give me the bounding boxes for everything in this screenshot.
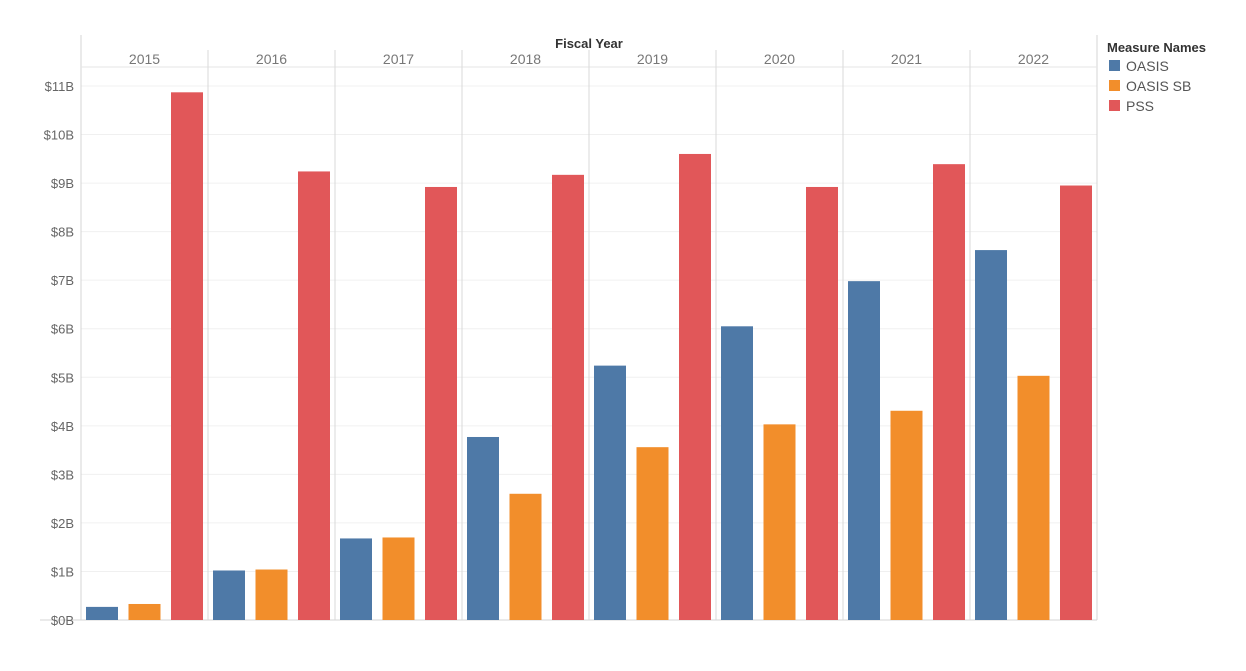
legend-items: OASIS OASIS SB PSS (1109, 58, 1191, 114)
bar-oasis[interactable] (975, 250, 1007, 621)
year-label: 2018 (510, 51, 541, 67)
bars (86, 92, 1092, 621)
legend-label: PSS (1126, 98, 1154, 114)
y-tick-label: $7B (51, 273, 74, 288)
bar-oasis-sb[interactable] (890, 410, 923, 620)
legend-swatch (1109, 100, 1120, 111)
legend-item[interactable]: PSS (1109, 98, 1154, 114)
bar-pss[interactable] (933, 164, 965, 620)
legend: Measure Names OASIS OASIS SB PSS (1107, 40, 1206, 114)
y-tick-label: $0B (51, 613, 74, 628)
y-tick-label: $4B (51, 419, 74, 434)
bar-oasis-sb[interactable] (636, 447, 669, 620)
bar-oasis[interactable] (848, 281, 880, 620)
legend-label: OASIS (1126, 58, 1169, 74)
bar-pss[interactable] (806, 186, 838, 620)
year-label: 2016 (256, 51, 287, 67)
y-tick-label: $3B (51, 467, 74, 482)
year-label: 2022 (1018, 51, 1049, 67)
y-tick-label: $11B (45, 79, 74, 94)
panel-dividers (40, 35, 1098, 621)
year-header-labels: 2015 2016 2017 2018 2019 2020 2021 2022 (129, 51, 1049, 67)
y-tick-label: $9B (51, 176, 74, 191)
y-tick-label: $2B (51, 516, 74, 531)
bar-oasis-sb[interactable] (1017, 375, 1050, 620)
bar-oasis-sb[interactable] (509, 493, 542, 620)
bar-oasis-sb[interactable] (255, 569, 288, 620)
y-tick-label: $6B (51, 322, 74, 337)
y-tick-label: $5B (51, 370, 74, 385)
y-tick-label: $10B (44, 128, 74, 143)
bar-oasis[interactable] (86, 606, 118, 620)
legend-label: OASIS SB (1126, 78, 1191, 94)
year-label: 2021 (891, 51, 922, 67)
y-axis: $0B $1B $2B $3B $4B $5B $6B $7B $8B $9B $10B $11B (44, 79, 74, 628)
bar-oasis[interactable] (467, 436, 499, 620)
bar-pss[interactable] (552, 174, 584, 620)
bar-pss[interactable] (679, 153, 711, 621)
year-label: 2017 (383, 51, 414, 67)
bar-pss[interactable] (298, 171, 330, 620)
legend-title: Measure Names (1107, 40, 1206, 55)
y-tick-label: $8B (51, 225, 74, 240)
legend-swatch (1109, 80, 1120, 91)
legend-swatch (1109, 60, 1120, 71)
bar-oasis[interactable] (721, 326, 753, 620)
bar-oasis-sb[interactable] (382, 537, 415, 620)
column-header-title: Fiscal Year (555, 36, 623, 51)
bar-oasis[interactable] (594, 365, 626, 620)
bar-pss[interactable] (425, 186, 457, 620)
bar-oasis-sb[interactable] (128, 603, 161, 620)
bar-oasis[interactable] (213, 570, 245, 620)
y-tick-label: $1B (51, 564, 74, 579)
year-label: 2019 (637, 51, 668, 67)
year-label: 2020 (764, 51, 795, 67)
bar-oasis[interactable] (340, 538, 372, 620)
bar-pss[interactable] (171, 92, 203, 620)
legend-item[interactable]: OASIS SB (1109, 78, 1191, 94)
bar-oasis-sb[interactable] (763, 424, 796, 620)
year-label: 2015 (129, 51, 160, 67)
bar-pss[interactable] (1060, 185, 1092, 620)
legend-item[interactable]: OASIS (1109, 58, 1169, 74)
